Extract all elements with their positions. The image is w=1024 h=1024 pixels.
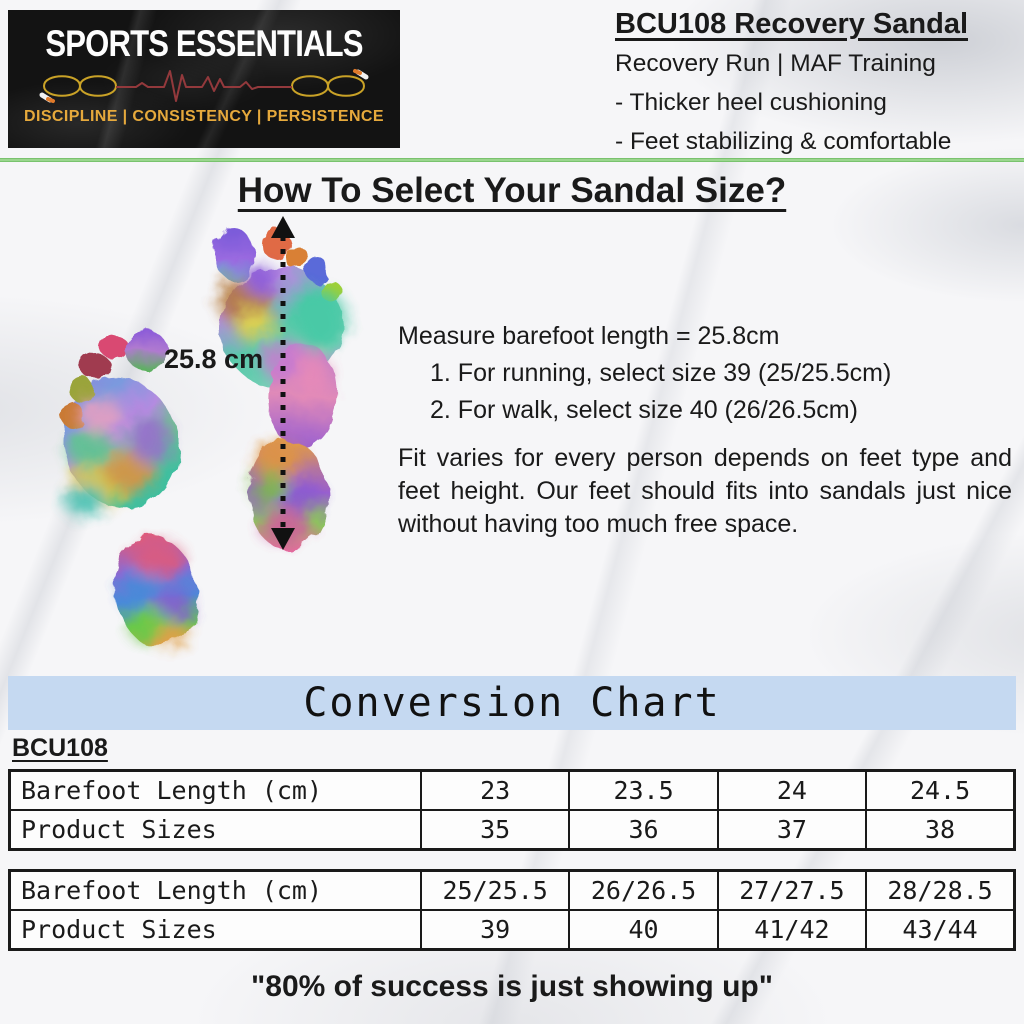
table-row: Product Sizes 39 40 41/42 43/44 <box>8 909 1016 951</box>
step-walk: 2. For walk, select size 40 (26/26.5cm) <box>430 396 858 424</box>
table-row: Barefoot Length (cm) 25/25.5 26/26.5 27/27.… <box>8 869 1016 911</box>
row-header-cell: Barefoot Length (cm) <box>8 869 422 911</box>
table-row: Product Sizes 35 36 37 38 <box>8 809 1016 851</box>
brand-logo: SPORTS ESSENTIALS DISCIPLINE | CONSISTEN… <box>8 10 400 148</box>
conversion-table-1: Barefoot Length (cm) 23 23.5 24 24.5 Product … <box>8 769 1016 851</box>
table-row: Barefoot Length (cm) 23 23.5 24 24.5 <box>8 769 1016 811</box>
step-running: 1. For running, select size 39 (25/25.5c… <box>430 359 892 387</box>
measure-arrow-icon <box>271 216 295 550</box>
fit-note: Fit varies for every person depends on f… <box>398 444 1012 538</box>
value-cell: 25/25.5 <box>419 869 571 911</box>
row-header-cell: Product Sizes <box>8 809 422 851</box>
value-cell: 26/26.5 <box>568 869 719 911</box>
value-cell: 37 <box>716 809 868 851</box>
value-cell: 24.5 <box>865 769 1016 811</box>
conversion-table-2: Barefoot Length (cm) 25/25.5 26/26.5 27/27.… <box>8 869 1016 951</box>
brand-name: SPORTS ESSENTIALS <box>45 23 363 64</box>
value-cell: 23.5 <box>568 769 719 811</box>
row-header-cell: Product Sizes <box>8 909 422 951</box>
footprints-illustration <box>61 216 346 647</box>
section-heading: How To Select Your Sandal Size? <box>237 171 787 210</box>
product-feature: - Thicker heel cushioning <box>615 89 887 116</box>
measurement-label: 25.8 cm <box>164 344 264 374</box>
jump-rope-heartbeat-icon <box>39 69 369 103</box>
product-feature: - Feet stabilizing & comfortable <box>615 128 952 155</box>
product-subtitle: Recovery Run | MAF Training <box>615 50 936 77</box>
value-cell: 41/42 <box>716 909 868 951</box>
value-cell: 24 <box>716 769 868 811</box>
sizing-instructions: Measure barefoot length = 25.8cm 1. For … <box>398 322 1012 541</box>
measure-line: Measure barefoot length = 25.8cm <box>398 322 780 350</box>
left-footprint <box>61 330 198 647</box>
value-cell: 36 <box>568 809 719 851</box>
value-cell: 28/28.5 <box>865 869 1016 911</box>
value-cell: 23 <box>419 769 571 811</box>
model-code: BCU108 <box>12 734 108 762</box>
row-header-cell: Barefoot Length (cm) <box>8 769 422 811</box>
footer-quote: "80% of success is just showing up" <box>251 970 773 1003</box>
conversion-chart-title: Conversion Chart <box>303 680 721 726</box>
green-divider <box>0 158 1024 162</box>
value-cell: 27/27.5 <box>716 869 868 911</box>
value-cell: 35 <box>419 809 571 851</box>
value-cell: 40 <box>568 909 719 951</box>
conversion-chart-banner: Conversion Chart <box>8 676 1016 730</box>
value-cell: 38 <box>865 809 1016 851</box>
value-cell: 39 <box>419 909 571 951</box>
product-header: BCU108 Recovery Sandal Recovery Run | MA… <box>615 8 1017 156</box>
brand-tagline: DISCIPLINE | CONSISTENCY | PERSISTENCE <box>24 108 384 125</box>
product-title: BCU108 Recovery Sandal <box>615 8 968 40</box>
value-cell: 43/44 <box>865 909 1016 951</box>
